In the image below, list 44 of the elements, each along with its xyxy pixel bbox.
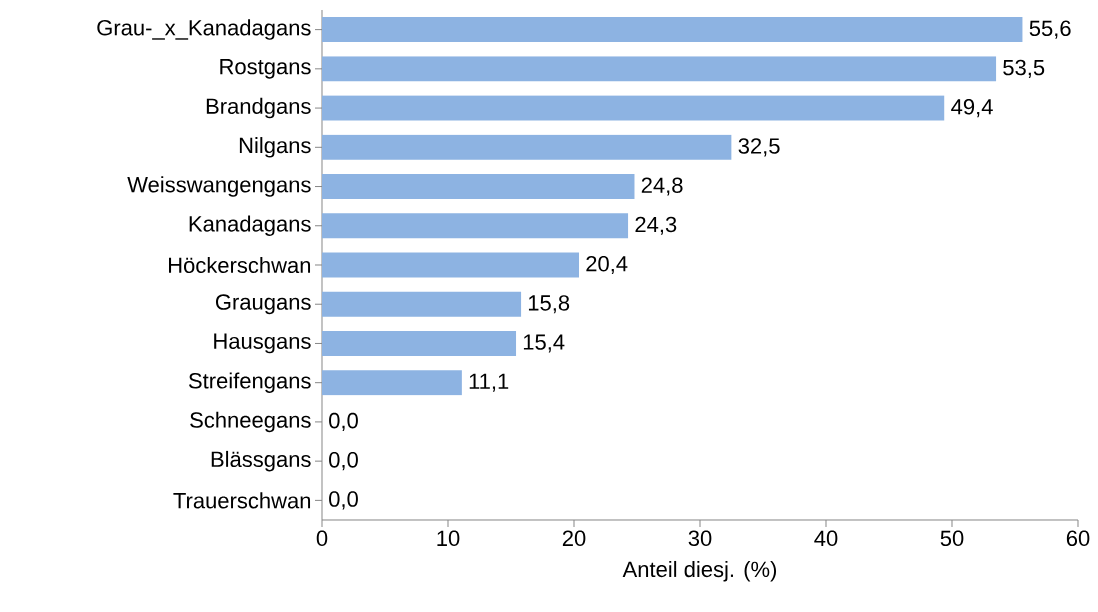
data-label: 55,6 [1029, 20, 1071, 39]
bar [322, 174, 635, 200]
data-label: 11,1 [469, 373, 509, 392]
y-tick-label: Rostgans [220, 58, 311, 79]
bar [322, 252, 580, 278]
x-tick-label: 10 [437, 530, 460, 547]
x-tick-label: 20 [562, 530, 586, 547]
bar [322, 291, 522, 317]
bar [322, 370, 462, 396]
y-tick-label: Blässgans [211, 450, 311, 472]
y-tick-label: Kanadagans [189, 215, 311, 237]
data-label: 0,0 [329, 412, 358, 431]
bar [322, 213, 629, 239]
bar [322, 56, 997, 82]
data-label: 24,8 [641, 177, 683, 196]
data-label: 0,0 [329, 452, 358, 471]
x-tick-label: 40 [814, 530, 838, 547]
x-tick-label: 60 [1066, 530, 1090, 547]
y-tick-label: Graugans [215, 294, 311, 315]
data-label: 53,5 [1003, 59, 1045, 78]
y-tick-label: Hausgans [214, 333, 311, 354]
data-label: 20,4 [586, 255, 628, 275]
x-tick-label: 30 [688, 530, 712, 547]
data-label: 15,8 [528, 295, 570, 314]
y-tick-label: Nilgans [239, 137, 311, 158]
y-tick-label: Höckerschwan [169, 256, 311, 274]
data-label: 0,0 [329, 491, 358, 510]
x-axis-title: Anteil diesj. (%) [622, 560, 777, 582]
x-tick-label: 0 [316, 530, 328, 547]
y-tick-label: Grau-_x_Kanadagans [97, 19, 311, 40]
data-label: 49,4 [951, 98, 993, 118]
bar [322, 17, 1023, 43]
data-label: 24,3 [635, 216, 677, 235]
y-tick-label: Schneegans [190, 411, 311, 433]
bar [322, 95, 945, 121]
bar [322, 134, 732, 160]
data-label: 15,4 [523, 334, 565, 353]
bar [322, 330, 517, 356]
y-tick-label: Weisswangengans [127, 176, 311, 197]
x-tick-label: 50 [940, 530, 964, 547]
y-tick-label: Brandgans [206, 97, 311, 119]
y-tick-label: Trauerschwan [173, 492, 311, 509]
data-label: 32,5 [738, 138, 780, 157]
y-tick-label: Streifengans [188, 372, 311, 393]
